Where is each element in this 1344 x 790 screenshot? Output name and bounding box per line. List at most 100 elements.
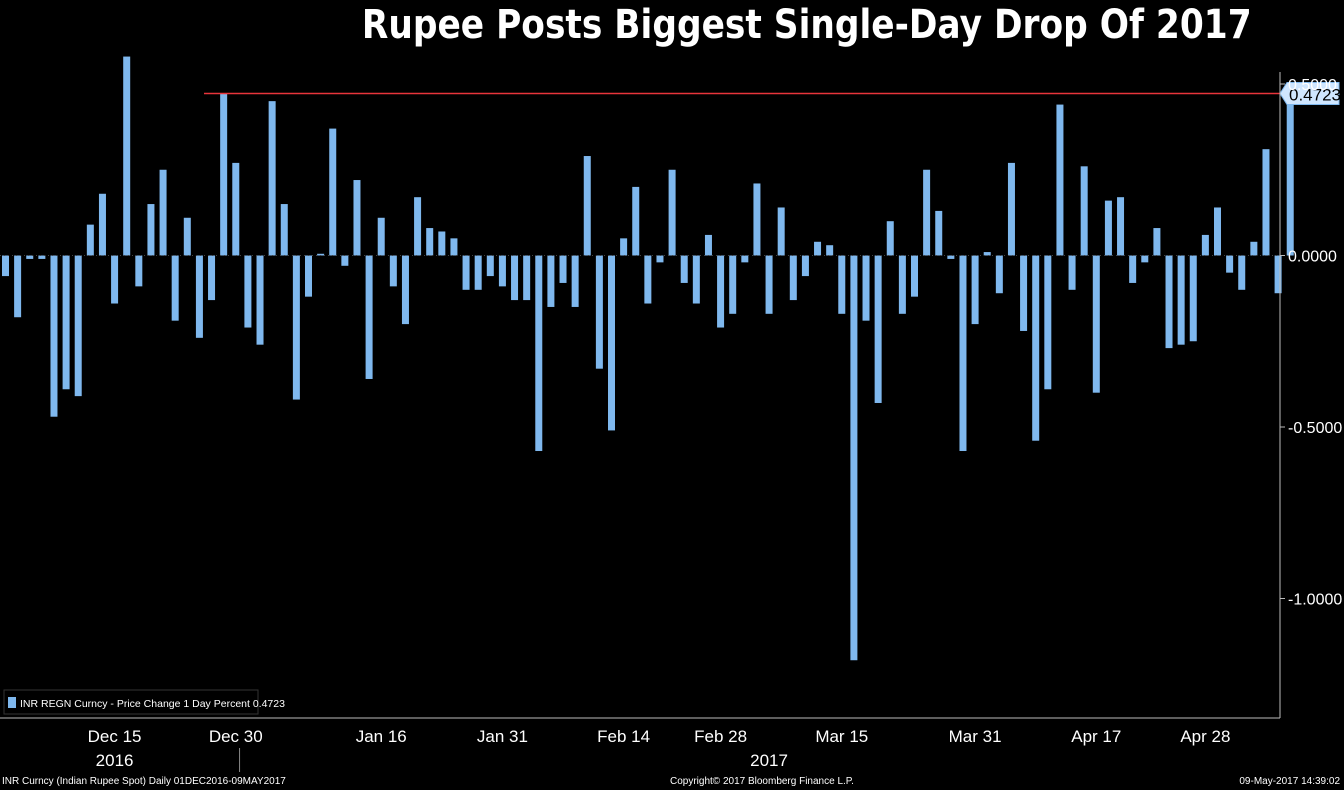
bar	[959, 255, 967, 452]
x-year-label: 2016	[96, 751, 134, 770]
bar	[450, 238, 458, 256]
bar	[1250, 241, 1258, 256]
bars-group	[2, 56, 1294, 661]
reference-value-tag	[1279, 82, 1340, 106]
y-tick-label: 0.5000	[1288, 77, 1337, 94]
bar	[26, 255, 34, 259]
x-tick-label: Dec 30	[209, 727, 263, 746]
chart-title: Rupee Posts Biggest Single-Day Drop Of 2…	[362, 2, 1252, 48]
bar	[765, 255, 773, 314]
reference-line-group: 0.4723	[204, 82, 1341, 106]
bar	[280, 204, 288, 256]
bar	[401, 255, 409, 325]
bar	[632, 186, 640, 256]
x-tick-label: Mar 31	[949, 727, 1002, 746]
bar	[559, 255, 567, 283]
bar	[523, 255, 531, 301]
bar	[341, 255, 349, 266]
bar	[583, 156, 591, 256]
bar	[86, 224, 94, 256]
bar	[377, 217, 385, 256]
bar	[292, 255, 300, 400]
bar	[268, 101, 276, 256]
bar	[571, 255, 579, 307]
y-tick-label: 0.0000	[1288, 249, 1337, 266]
bar	[220, 93, 228, 256]
bar	[135, 255, 143, 287]
bar	[1201, 234, 1209, 256]
bar	[50, 255, 58, 417]
legend-label: INR REGN Curncy - Price Change 1 Day Per…	[20, 698, 285, 710]
bar	[244, 255, 252, 328]
bar	[1032, 255, 1040, 441]
bar	[729, 255, 737, 314]
y-tick-label: -1.0000	[1288, 592, 1342, 609]
bar	[789, 255, 797, 301]
x-tick-label: Jan 31	[477, 727, 528, 746]
bar	[123, 56, 131, 256]
bar	[535, 255, 543, 452]
bar	[1092, 255, 1100, 393]
bar	[389, 255, 397, 287]
bar	[947, 255, 955, 259]
bar	[1129, 255, 1137, 283]
bar	[874, 255, 882, 403]
bar	[1056, 104, 1064, 256]
bar	[777, 207, 785, 256]
bar	[1153, 228, 1161, 256]
bar	[1044, 255, 1052, 390]
bar	[111, 255, 119, 304]
bar	[644, 255, 652, 304]
bar	[704, 234, 712, 256]
bar	[62, 255, 70, 390]
bar	[171, 255, 179, 321]
x-tick-label: Apr 17	[1071, 727, 1121, 746]
bar	[547, 255, 555, 307]
bar	[1226, 255, 1234, 273]
x-tick-label: Jan 16	[356, 727, 407, 746]
bar	[886, 221, 894, 256]
bar	[14, 255, 22, 318]
bar	[98, 193, 106, 256]
bar	[426, 228, 434, 256]
bar	[38, 255, 46, 259]
bar	[801, 255, 809, 277]
bar	[753, 183, 761, 256]
bar	[256, 255, 264, 345]
bar	[620, 238, 628, 256]
legend-swatch	[8, 697, 16, 708]
bar	[1238, 255, 1246, 290]
bar	[1274, 255, 1282, 294]
bar	[971, 255, 979, 325]
legend: INR REGN Curncy - Price Change 1 Day Per…	[3, 689, 285, 715]
legend-box	[3, 689, 259, 715]
bar	[1007, 162, 1015, 256]
bar	[486, 255, 494, 277]
bar	[1286, 93, 1294, 256]
bar	[656, 255, 664, 263]
bar	[608, 255, 615, 431]
bar	[935, 210, 943, 256]
bar	[1165, 255, 1173, 349]
bar	[474, 255, 482, 290]
footer-right: 09-May-2017 14:39:02	[1239, 776, 1340, 787]
y-axis: 0.5000 0.0000 -0.5000 -1.0000	[0, 72, 1342, 718]
bar	[814, 241, 822, 256]
footer-left: INR Curncy (Indian Rupee Spot) Daily 01D…	[2, 776, 286, 787]
bar	[353, 180, 361, 256]
bar	[438, 231, 446, 256]
x-axis: Dec 15 Dec 30 Jan 16 Jan 31 Feb 14 Feb 28 Mar …	[0, 717, 1280, 772]
bar	[1262, 149, 1270, 256]
bar	[183, 217, 191, 256]
bar	[983, 252, 991, 256]
bar	[1117, 197, 1125, 256]
bar	[995, 255, 1003, 294]
reference-value-label: 0.4723	[1289, 86, 1341, 105]
x-tick-label: Apr 28	[1180, 727, 1230, 746]
bar	[329, 128, 337, 256]
bar	[511, 255, 519, 301]
bar	[208, 255, 216, 301]
bar	[159, 169, 167, 256]
bar	[1080, 166, 1088, 256]
